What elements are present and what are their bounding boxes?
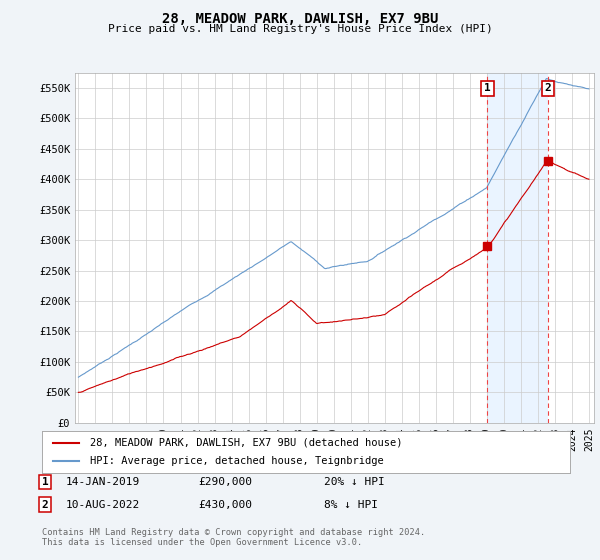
Text: 14-JAN-2019: 14-JAN-2019: [66, 477, 140, 487]
Text: HPI: Average price, detached house, Teignbridge: HPI: Average price, detached house, Teig…: [89, 456, 383, 466]
Text: 2: 2: [545, 83, 551, 94]
Text: 1: 1: [41, 477, 49, 487]
Text: 8% ↓ HPI: 8% ↓ HPI: [324, 500, 378, 510]
Text: 2: 2: [41, 500, 49, 510]
Text: 1: 1: [484, 83, 491, 94]
Text: 20% ↓ HPI: 20% ↓ HPI: [324, 477, 385, 487]
Text: £430,000: £430,000: [198, 500, 252, 510]
Text: 28, MEADOW PARK, DAWLISH, EX7 9BU (detached house): 28, MEADOW PARK, DAWLISH, EX7 9BU (detac…: [89, 438, 402, 448]
Text: 28, MEADOW PARK, DAWLISH, EX7 9BU: 28, MEADOW PARK, DAWLISH, EX7 9BU: [162, 12, 438, 26]
Text: £290,000: £290,000: [198, 477, 252, 487]
Bar: [487, 73, 548, 423]
Text: Contains HM Land Registry data © Crown copyright and database right 2024.
This d: Contains HM Land Registry data © Crown c…: [42, 528, 425, 547]
Text: Price paid vs. HM Land Registry's House Price Index (HPI): Price paid vs. HM Land Registry's House …: [107, 24, 493, 34]
Text: 10-AUG-2022: 10-AUG-2022: [66, 500, 140, 510]
